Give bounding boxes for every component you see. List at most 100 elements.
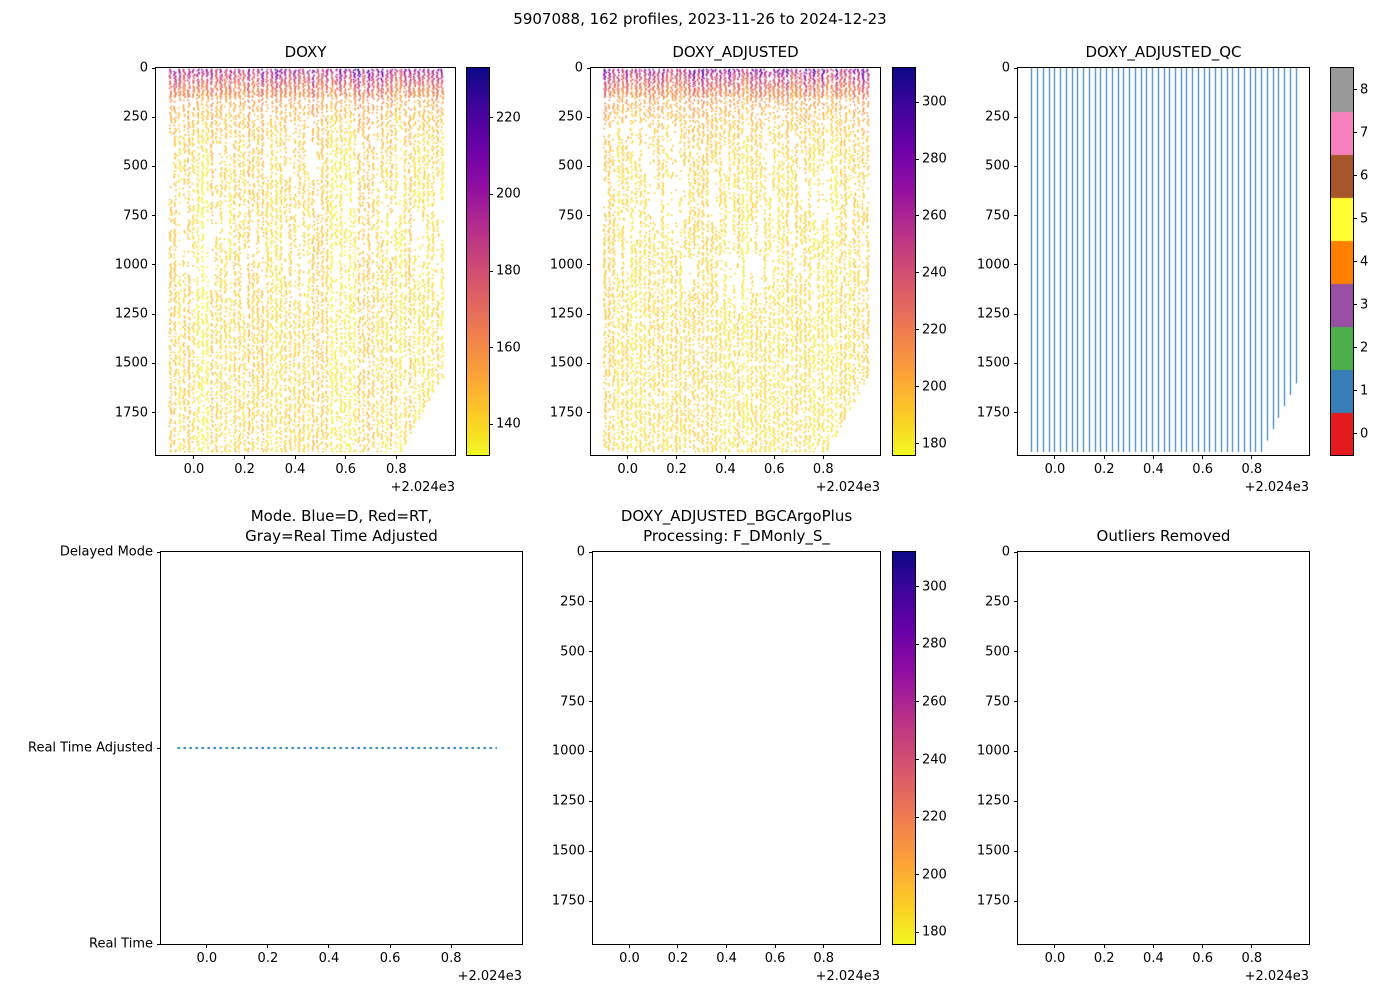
colorbar-tick-mark [489, 423, 493, 425]
y-tick-mark [1014, 67, 1018, 69]
y-tick-label: 1500 [549, 355, 583, 371]
y-tick-mark [587, 313, 591, 315]
y-tick-mark [587, 116, 591, 118]
colorbar-tick-label: 2 [1360, 340, 1369, 355]
colorbar-tick-label: 280 [922, 151, 947, 167]
x-tick-label: 0.4 [318, 951, 340, 966]
x-tick-mark [206, 944, 208, 948]
y-tick-mark [587, 264, 591, 266]
y-tick-mark [1014, 850, 1018, 852]
y-tick-label: 1500 [976, 843, 1010, 859]
y-tick-label: 1000 [114, 257, 148, 273]
colorbar-tick-label: 3 [1360, 297, 1369, 312]
colorbar-tick-label: 260 [922, 208, 947, 224]
y-tick-mark [589, 651, 593, 653]
x-offset-label: +2.024e3 [815, 969, 880, 984]
y-tick-label: 1250 [114, 306, 148, 322]
colorbar-tick-mark [489, 193, 493, 195]
colorbar-tick-mark [1353, 175, 1357, 176]
colorbar-tick-label: 4 [1360, 254, 1369, 269]
x-tick-label: 0.6 [1192, 951, 1213, 966]
x-tick-mark [1202, 944, 1204, 948]
colorbar-tick-mark [915, 816, 919, 818]
y-tick-mark [1014, 900, 1018, 902]
y-tick-mark [1014, 165, 1018, 167]
colorbar-tick-mark [915, 329, 919, 331]
y-tick-label: 1000 [549, 257, 583, 273]
colorbar-tick-mark [915, 443, 919, 445]
y-tick-mark [1014, 601, 1018, 603]
y-tick-label: 750 [123, 208, 148, 224]
y-tick-mark [589, 850, 593, 852]
x-tick-mark [773, 455, 775, 459]
x-tick-label: 0.8 [440, 951, 462, 966]
x-tick-mark [450, 944, 452, 948]
colorbar-tick-mark [915, 386, 919, 388]
x-tick-label: 0.0 [183, 462, 205, 477]
y-tick-label: 250 [560, 594, 585, 610]
y-tick-mark [152, 313, 156, 315]
x-tick-label: 0.6 [1192, 462, 1213, 477]
y-tick-label: 750 [985, 694, 1010, 710]
y-tick-mark [1014, 116, 1018, 118]
y-tick-mark [1014, 313, 1018, 315]
y-tick-mark [152, 67, 156, 69]
doxy-adjusted-scatter-canvas [591, 68, 880, 455]
y-tick-mark [152, 362, 156, 364]
y-tick-label: 250 [985, 109, 1010, 125]
y-tick-mark [1014, 651, 1018, 653]
x-tick-mark [389, 944, 391, 948]
colorbar-tick-label: 300 [922, 94, 947, 110]
colorbar-tick-label: 240 [922, 752, 947, 768]
y-tick-mark [152, 165, 156, 167]
plot-title-doxy-adjusted-qc: DOXY_ADJUSTED_QC [1085, 42, 1242, 61]
y-tick-label: 0 [1001, 60, 1010, 76]
y-tick-mark [152, 412, 156, 414]
colorbar-bgcargoplus-canvas [893, 552, 915, 944]
y-tick-label: 1750 [549, 405, 583, 421]
x-tick-label: 0.6 [764, 462, 785, 477]
colorbar-tick-mark [489, 347, 493, 349]
x-tick-label: 0.8 [1241, 462, 1263, 477]
plot-mode: Mode. Blue=D, Red=RT, Gray=Real Time Adj… [28, 507, 523, 984]
plot-title-outliers-removed: Outliers Removed [1096, 526, 1231, 545]
x-tick-label: 0.4 [1143, 951, 1164, 966]
x-tick-label: 0.0 [1044, 951, 1066, 966]
y-tick-label: 1000 [976, 743, 1010, 759]
x-tick-mark [294, 455, 296, 459]
plot-bgcargoplus: DOXY_ADJUSTED_BGCArgoPlus Processing: F_… [552, 507, 881, 984]
x-tick-mark [822, 455, 824, 459]
y-tick-label: 1750 [976, 893, 1010, 909]
x-offset-label: +2.024e3 [815, 480, 880, 495]
plot-title-bgcargoplus: DOXY_ADJUSTED_BGCArgoPlus Processing: F_… [620, 507, 853, 545]
colorbar-tick-label: 200 [922, 867, 947, 883]
x-tick-label: 0.8 [812, 462, 834, 477]
x-tick-label: 0.4 [715, 462, 736, 477]
colorbar-tick-label: 6 [1360, 168, 1369, 183]
plot-title-doxy-adjusted: DOXY_ADJUSTED [672, 42, 799, 61]
colorbar-tick-label: 240 [922, 265, 947, 281]
x-tick-label: 0.2 [257, 951, 279, 966]
colorbar-tick-label: 180 [922, 436, 947, 452]
x-tick-label: 0.2 [1093, 951, 1115, 966]
colorbar-tick-mark [489, 117, 493, 119]
colorbar-doxy-canvas [467, 68, 489, 455]
y-tick-mark [589, 800, 593, 802]
y-tick-label: 1250 [551, 793, 585, 809]
bgcargoplus-canvas [593, 552, 880, 944]
y-tick-mark [589, 601, 593, 603]
x-tick-mark [395, 455, 397, 459]
y-tick-label: 1500 [551, 843, 585, 859]
y-tick-label: 250 [558, 109, 583, 125]
y-tick-mark [1014, 701, 1018, 703]
colorbar-tick-mark [915, 874, 919, 876]
x-tick-label: 0.2 [234, 462, 255, 477]
y-tick-mark [1014, 362, 1018, 364]
colorbar-tick-mark [1353, 433, 1357, 434]
x-tick-mark [1152, 944, 1154, 948]
outliers-removed-canvas [1018, 552, 1309, 944]
colorbar-tick-mark [915, 931, 919, 933]
y-tick-mark [1014, 551, 1018, 553]
plot-doxy-adjusted: DOXY_ADJUSTED 0 250 500 750 1000 1250 1500 1750… [550, 43, 881, 495]
y-tick-label: 1250 [549, 306, 583, 322]
